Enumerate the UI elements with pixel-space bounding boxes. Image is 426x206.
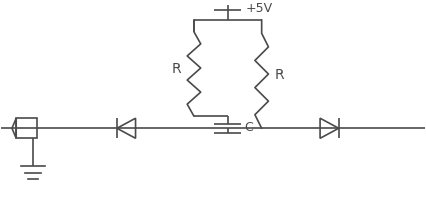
Text: C: C <box>244 120 253 133</box>
Text: R: R <box>171 62 181 76</box>
Text: +5V: +5V <box>245 2 273 15</box>
Text: R: R <box>275 68 284 82</box>
